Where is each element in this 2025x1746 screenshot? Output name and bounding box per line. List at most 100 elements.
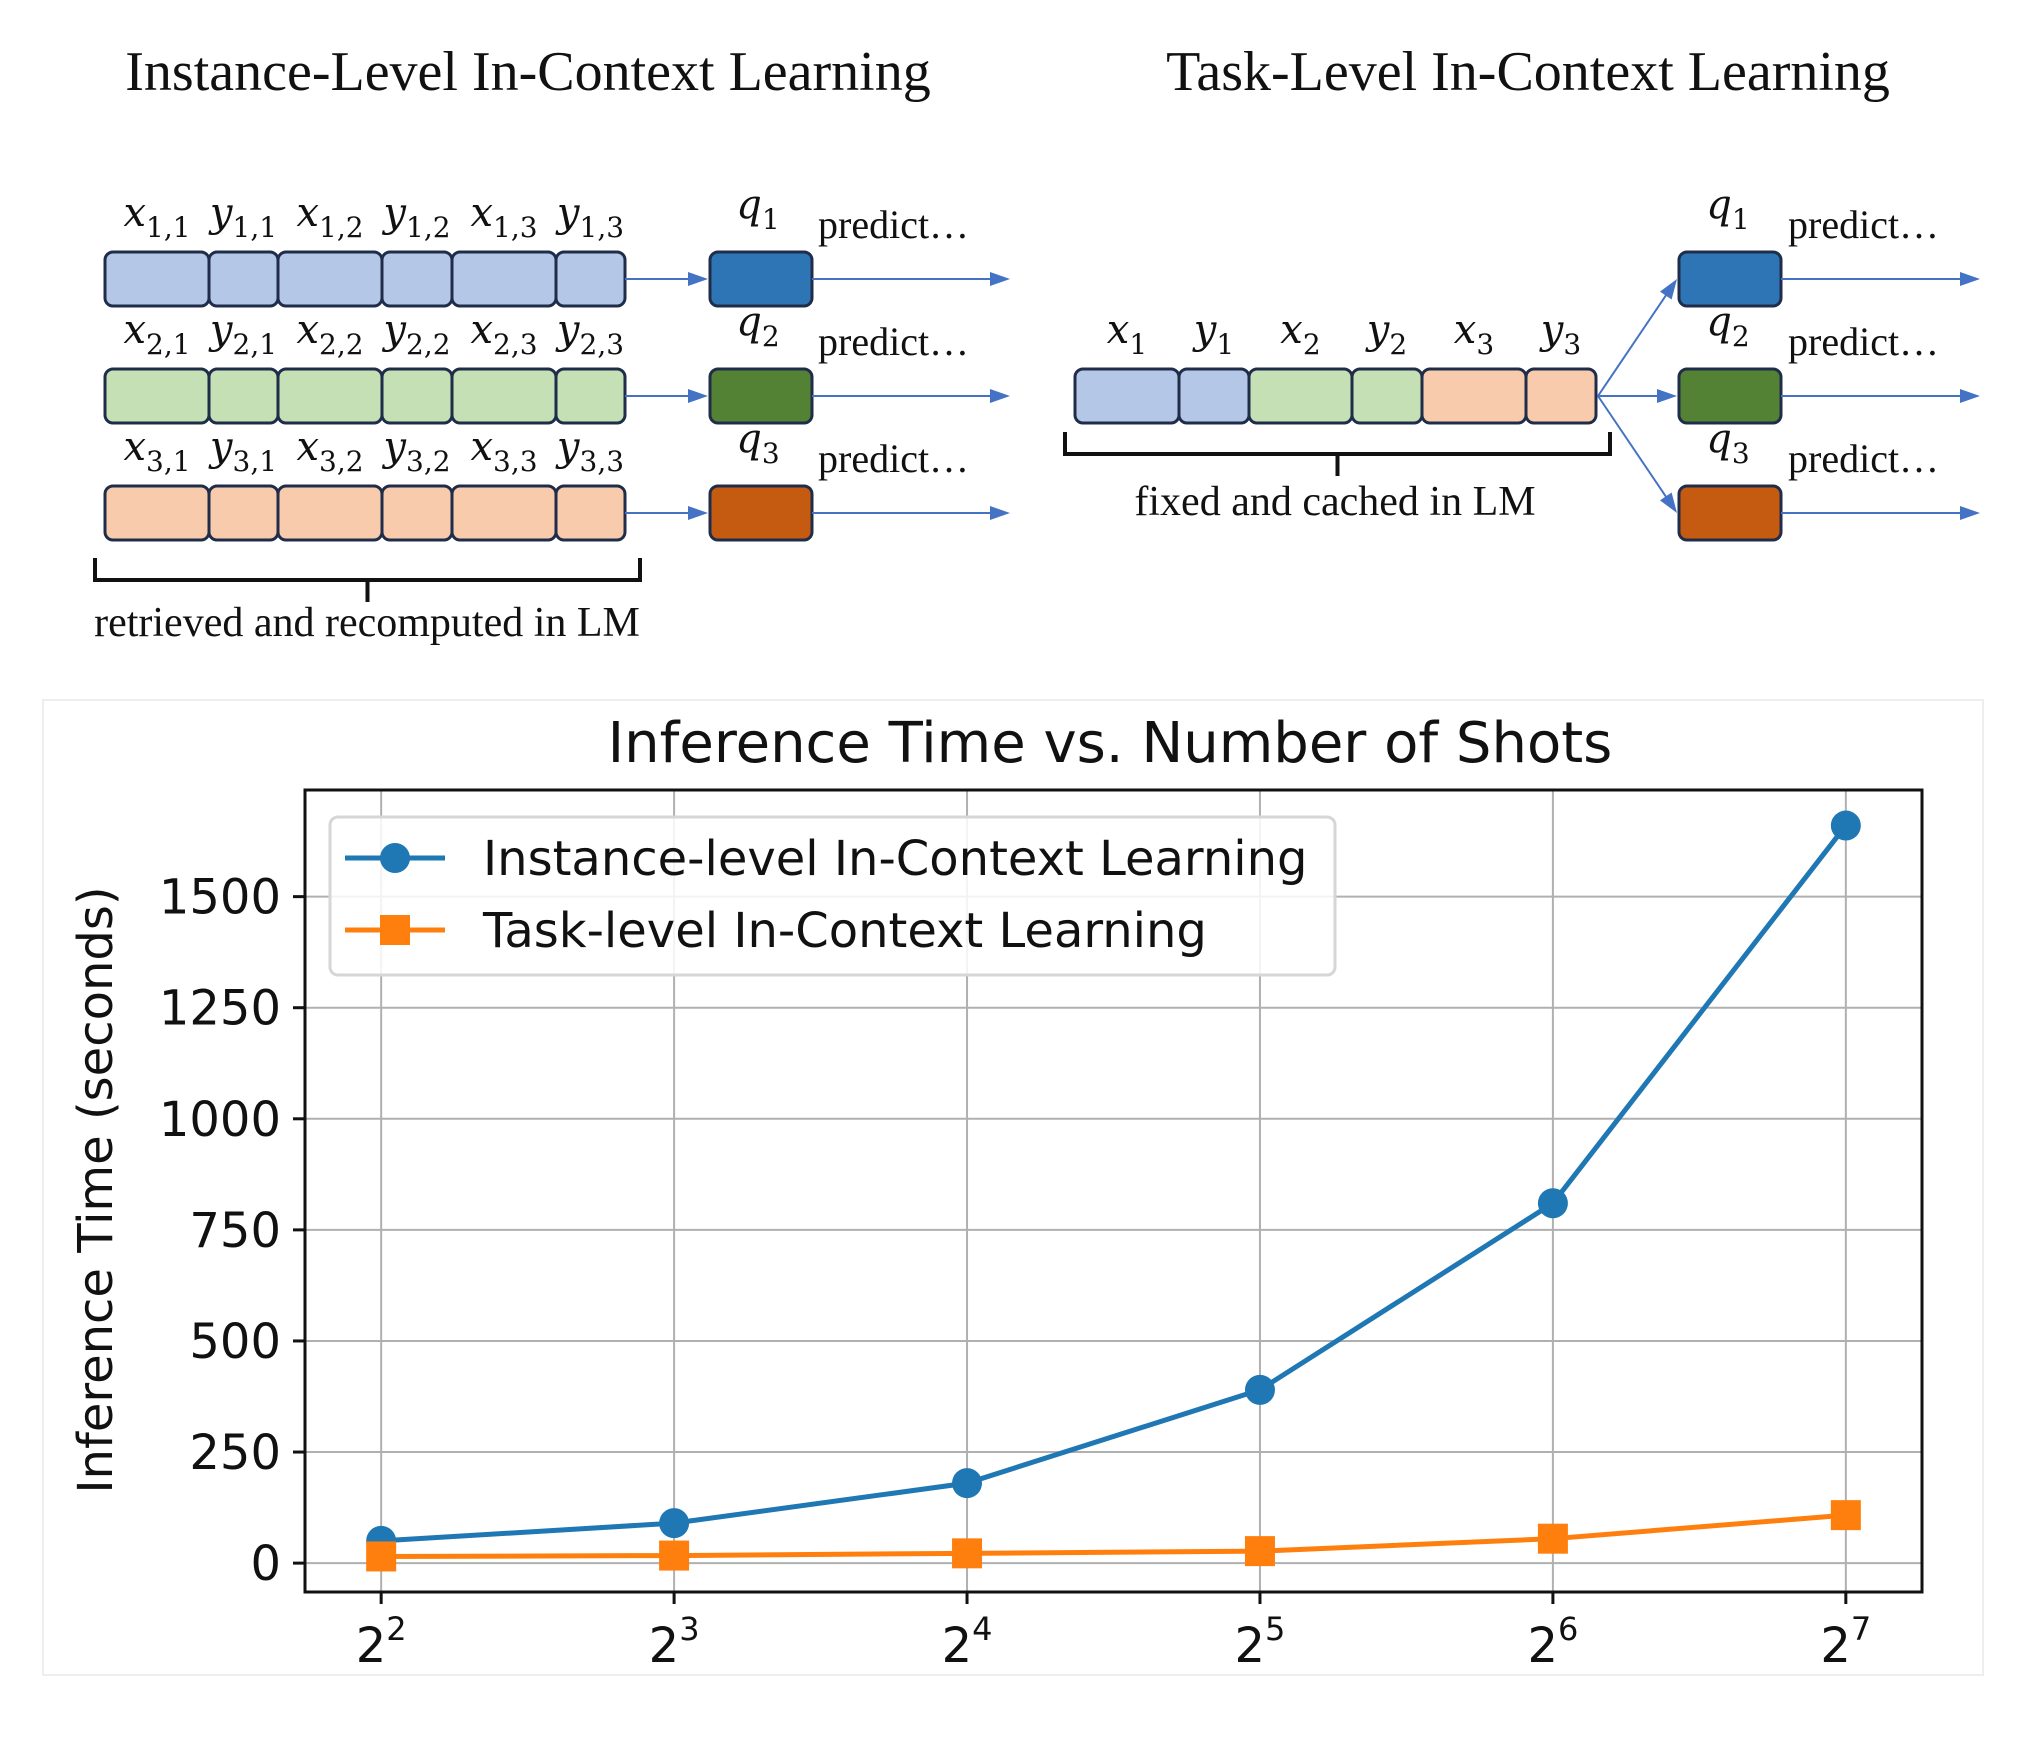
axes-border (303, 788, 1924, 1594)
legend-label: Task-level In-Context Learning (482, 903, 1207, 959)
data-point (366, 1541, 397, 1572)
token-box (103, 484, 211, 542)
y-tick-label: 1500 (159, 870, 281, 926)
cache-arrow-head (1660, 279, 1677, 300)
token-box (276, 367, 384, 425)
token-label: x1,2 (296, 190, 363, 244)
series-line (381, 824, 1848, 1544)
predict-arrow (812, 272, 1010, 286)
sequence-row-3: x3,1 y3,1 x3,2 y3,2 x3,3 y3,3 q3 predict… (103, 416, 1010, 542)
left-caption: retrieved and recomputed in LM (94, 600, 640, 646)
token-label: y1,2 (381, 190, 450, 244)
x-tick-label: 25 (1235, 1610, 1286, 1674)
token-box (380, 250, 454, 308)
cached-token-box (1350, 367, 1424, 425)
predict-arrow-head (990, 389, 1010, 403)
predict-arrow (1781, 272, 1980, 286)
cache-arrow-head (1657, 389, 1677, 403)
cached-token-label: x3 (1454, 307, 1494, 361)
right-caption: fixed and cached in LM (1134, 479, 1535, 525)
token-box (276, 484, 384, 542)
data-point (1537, 1523, 1568, 1554)
right-brace (1063, 432, 1612, 476)
cached-token-box (1247, 367, 1354, 425)
task-query-row-2: q2 predict… (1598, 299, 1980, 425)
predict-label: predict… (818, 319, 969, 364)
legend-marker (380, 843, 410, 873)
token-box (207, 250, 280, 308)
predict-arrow-head (1960, 506, 1980, 520)
query-label: q1 (736, 182, 779, 236)
token-box (554, 484, 627, 542)
data-point (1244, 1374, 1275, 1405)
token-box (450, 367, 558, 425)
token-label: x2,1 (123, 307, 190, 361)
y-tick-label: 0 (250, 1536, 281, 1592)
token-label: x3,1 (123, 424, 190, 478)
legend: Instance-level In-Context Learning Task-l… (328, 815, 1337, 977)
context-arrow (625, 272, 708, 286)
token-label: y2,3 (555, 307, 624, 361)
legend-label: Instance-level In-Context Learning (483, 831, 1307, 887)
cache-arrow-head (1660, 492, 1677, 513)
token-box (207, 484, 280, 542)
token-box (380, 484, 454, 542)
cache-arrow (1597, 279, 1677, 397)
x-tick-label: 23 (649, 1610, 700, 1674)
chart-title: Inference Time vs. Number of Shots (608, 711, 1613, 776)
query-box (1677, 250, 1783, 308)
token-label: x1,3 (470, 190, 537, 244)
token-label: x3,3 (470, 424, 537, 478)
y-tick-label: 1000 (159, 1092, 281, 1148)
query-label: q2 (736, 299, 779, 353)
query-label: q1 (1706, 182, 1749, 236)
token-label: x1,1 (123, 190, 190, 244)
cached-token-label: y2 (1365, 307, 1407, 361)
query-box (708, 250, 814, 308)
cache-arrow-line (1597, 395, 1670, 502)
cached-token-label: y3 (1539, 307, 1581, 361)
cache-arrow (1597, 395, 1677, 513)
y-tick-label: 250 (189, 1425, 281, 1481)
data-point (659, 1508, 690, 1539)
token-box (276, 250, 384, 308)
x-tick-label: 26 (1527, 1610, 1578, 1674)
cached-token-label: x1 (1107, 307, 1147, 361)
query-label: q3 (736, 416, 779, 470)
line-chart: 0 250 500 750 1000 1250 1500 22 23 24 25 26 27 Instan… (159, 788, 1924, 1674)
data-point (1244, 1536, 1275, 1567)
context-arrow-head (688, 389, 708, 403)
token-box (450, 484, 558, 542)
data-point (1830, 1500, 1861, 1531)
data-point (1537, 1188, 1568, 1219)
cached-token-label: y1 (1192, 307, 1234, 361)
legend-item: Instance-level In-Context Learning (345, 831, 1307, 887)
context-arrow (625, 506, 708, 520)
sequence-row-2: x2,1 y2,1 x2,2 y2,2 x2,3 y2,3 q2 predict… (103, 299, 1010, 425)
series-line (381, 1512, 1847, 1559)
predict-label: predict… (1788, 319, 1939, 364)
predict-label: predict… (818, 436, 969, 481)
predict-arrow (1781, 506, 1980, 520)
predict-arrow-head (1960, 272, 1980, 286)
y-tick-label: 750 (189, 1203, 281, 1259)
token-label: y1,1 (208, 190, 277, 244)
query-box (1677, 367, 1783, 425)
x-tick-label: 27 (1820, 1610, 1871, 1674)
context-arrow-head (688, 272, 708, 286)
query-label: q3 (1706, 416, 1749, 470)
y-axis-label: Inference Time (seconds) (68, 886, 124, 1493)
query-box (1677, 484, 1783, 542)
predict-arrow (812, 389, 1010, 403)
token-label: y2,2 (381, 307, 450, 361)
token-label: x2,3 (470, 307, 537, 361)
left-brace (93, 558, 642, 602)
legend-box (328, 815, 1337, 977)
task-query-row-1: q1 predict… (1597, 182, 1980, 397)
token-box (380, 367, 454, 425)
token-box (450, 250, 558, 308)
left-diagram-title: Instance-Level In-Context Learning (125, 41, 930, 103)
legend-marker (380, 915, 410, 945)
task-level-diagram: x1 y1 x2 y2 x3 y3 q1 predict… q2 predict… q3 predic… (1063, 182, 1980, 542)
